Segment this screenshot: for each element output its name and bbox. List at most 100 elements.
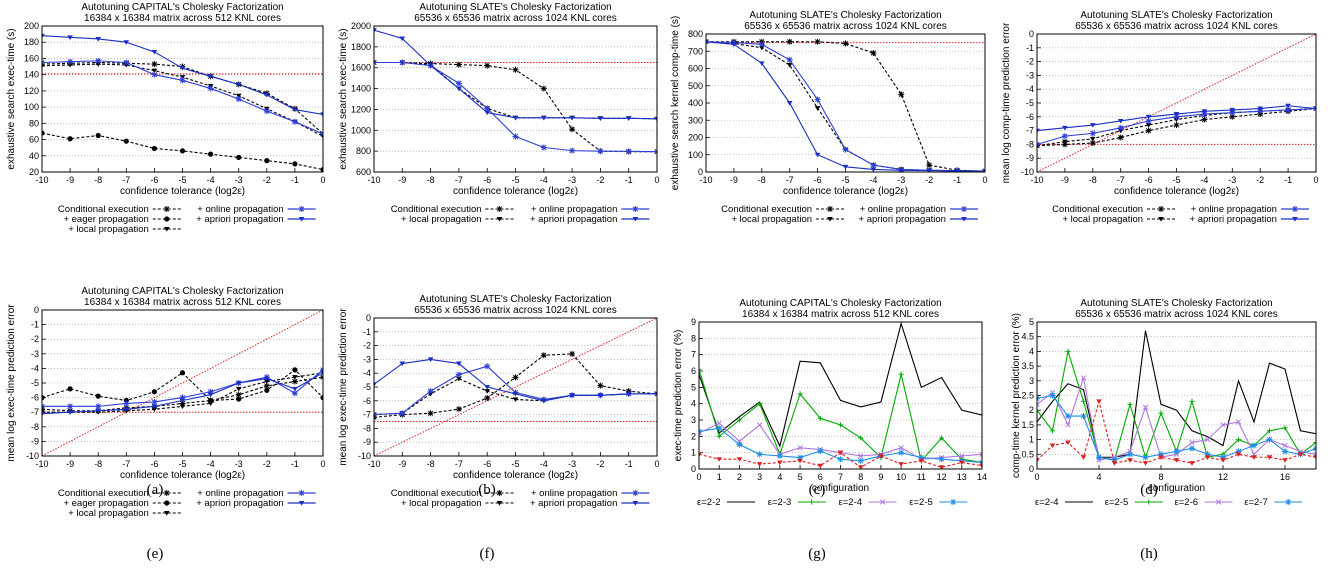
- data-point-online: [1173, 113, 1180, 120]
- data-point-apriori: [1117, 118, 1124, 124]
- x-tick-label: -8: [1089, 175, 1097, 185]
- x-tick-label: -3: [1228, 175, 1236, 185]
- data-point-online: [512, 133, 519, 140]
- x-tick-label: -8: [427, 459, 435, 469]
- x-axis-label: confidence tolerance (log2ε): [453, 186, 578, 197]
- y-tick-label: 60: [29, 135, 39, 145]
- data-point-g_e3: [1127, 401, 1133, 407]
- x-tick-label: 0: [696, 472, 701, 482]
- data-point-online: [870, 162, 877, 169]
- legend: Conditional execution+ local propagation…: [391, 204, 650, 225]
- y-axis-label: mean log exec-time prediction error: [338, 308, 349, 466]
- data-point-g_e4: [756, 422, 763, 428]
- data-point-g_e1: [699, 452, 702, 457]
- data-point-conditional: [512, 66, 519, 73]
- y-tick-label: 0.5: [1021, 449, 1034, 459]
- y-tick-label: 3: [691, 415, 696, 425]
- data-point-g_e4: [1037, 401, 1040, 407]
- legend-marker: [827, 206, 834, 212]
- y-tick-label: -5: [31, 378, 39, 388]
- data-point-online: [1061, 133, 1068, 140]
- x-tick-label: -2: [263, 459, 271, 469]
- y-tick-label: -5: [363, 382, 371, 392]
- chart-panel-d: Autotuning SLATE's Cholesky Factorizatio…: [1001, 10, 1319, 498]
- legend-marker: [1215, 499, 1222, 505]
- legend-label: ε=2-2: [697, 497, 721, 508]
- x-tick-label: -1: [291, 459, 299, 469]
- data-point-online: [814, 96, 821, 103]
- data-point-g_e1: [857, 465, 864, 469]
- y-tick-label: 1000: [351, 125, 371, 135]
- data-point-online: [842, 146, 849, 153]
- plot-frame: [373, 25, 658, 173]
- data-point-local: [264, 379, 270, 385]
- data-point-apriori: [1201, 109, 1208, 114]
- x-tick-label: -8: [427, 175, 435, 185]
- data-point-eager: [151, 389, 157, 395]
- data-point-conditional: [484, 395, 491, 402]
- x-tick-label: -10: [367, 459, 380, 469]
- legend-marker: [809, 499, 815, 505]
- data-point-g_e4: [1080, 375, 1087, 381]
- data-point-apriori: [456, 86, 462, 92]
- data-point-g_e5: [1189, 445, 1195, 452]
- data-point-eager: [95, 393, 101, 399]
- x-tick-label: 0: [1034, 472, 1039, 482]
- data-point-eager: [123, 138, 129, 144]
- data-point-conditional: [870, 49, 877, 56]
- y-tick-label: 0: [1029, 464, 1034, 474]
- data-point-g_e1: [898, 462, 904, 467]
- data-point-online: [625, 148, 632, 155]
- y-tick-label: -9: [31, 436, 39, 446]
- x-tick-label: 8: [1158, 472, 1163, 482]
- data-point-conditional: [484, 62, 491, 69]
- data-point-eager: [264, 387, 270, 393]
- y-tick-label: 0: [1029, 29, 1034, 39]
- data-point-online: [1285, 106, 1292, 113]
- legend-marker: [496, 217, 503, 222]
- y-tick-label: 6: [691, 366, 696, 376]
- data-point-g_e5: [918, 454, 925, 461]
- legend-label: + apriori propagation: [196, 498, 283, 509]
- data-point-online: [291, 118, 298, 125]
- x-tick-label: -10: [1030, 175, 1043, 185]
- x-tick-label: -10: [367, 175, 380, 185]
- y-tick-label: 4.5: [1021, 332, 1034, 342]
- legend-marker: [960, 206, 967, 212]
- legend-marker: [163, 511, 170, 516]
- data-point-g_e4: [1189, 439, 1195, 446]
- data-point-apriori: [179, 398, 186, 404]
- data-point-local: [95, 62, 101, 67]
- x-tick-label: -1: [625, 175, 633, 185]
- y-tick-label: -7: [31, 407, 39, 417]
- legend-label: + local propagation: [401, 498, 482, 509]
- y-tick-label: 40: [29, 151, 39, 161]
- y-tick-label: 8: [691, 333, 696, 343]
- legend-label: ε=2-5: [909, 497, 933, 508]
- y-axis-label: mean log exec-time prediction error: [6, 304, 17, 462]
- y-tick-label: 5: [691, 382, 696, 392]
- legend-label: + online propagation: [197, 488, 283, 499]
- plot-frame: [698, 321, 983, 470]
- y-tick-label: 1200: [351, 104, 371, 114]
- x-tick-label: -9: [66, 459, 74, 469]
- plot-frame: [373, 317, 658, 457]
- x-tick-label: -9: [1061, 175, 1069, 185]
- data-point-apriori: [654, 116, 657, 122]
- y-tick-label: -8: [1026, 139, 1034, 149]
- legend: ε=2-2 ε=2-3 ε=2-4 ε=2-5: [697, 497, 968, 508]
- x-tick-label: -8: [758, 175, 766, 185]
- data-point-online: [235, 96, 242, 102]
- data-point-apriori: [292, 107, 298, 113]
- data-point-apriori: [67, 410, 73, 415]
- data-point-g_e1: [1096, 399, 1102, 404]
- data-point-g_e3: [1267, 428, 1272, 434]
- x-tick-label: -1: [625, 459, 633, 469]
- x-tick-label: -9: [398, 175, 406, 185]
- y-tick-label: 100: [24, 102, 39, 112]
- data-point-online: [207, 85, 214, 92]
- x-tick-label: 5: [798, 472, 803, 482]
- x-tick-label: -6: [483, 175, 491, 185]
- data-point-g_e5: [797, 454, 804, 461]
- data-point-conditional: [235, 391, 242, 398]
